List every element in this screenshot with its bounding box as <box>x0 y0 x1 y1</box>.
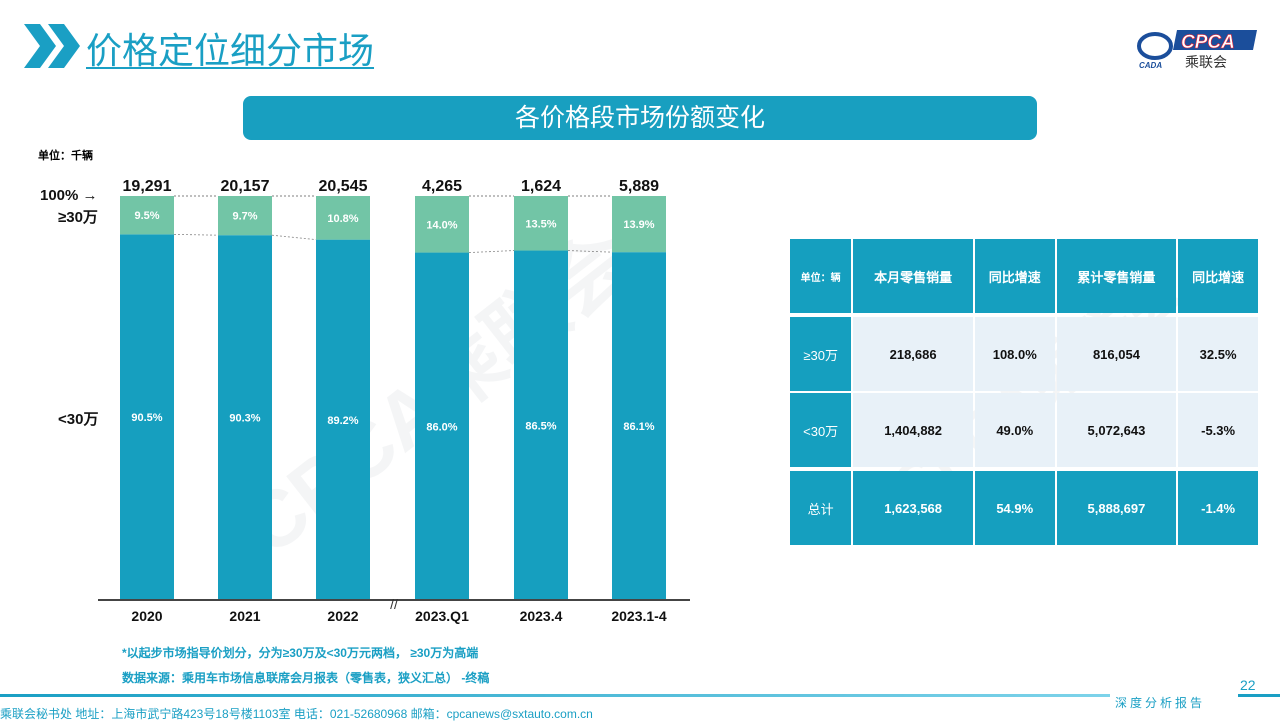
bar-segment-above-30w <box>415 196 469 253</box>
table-cell: 1,623,568 <box>853 471 973 545</box>
table-cell: 54.9% <box>974 471 1055 545</box>
connector-line <box>173 233 219 236</box>
table-header-cell: 累计零售销量 <box>1056 239 1177 313</box>
table-header-cell: 本月零售销量 <box>853 239 973 313</box>
bar-segment-above-30w <box>120 196 174 235</box>
table-cell: 5,072,643 <box>1056 393 1177 467</box>
section-banner: 各价格段市场份额变化 <box>243 96 1037 140</box>
table-cell: 49.0% <box>974 393 1055 467</box>
row-label: 总计 <box>790 471 852 545</box>
data-label: 13.5% <box>525 218 556 230</box>
data-label: 9.7% <box>232 211 257 223</box>
data-label: 10.8% <box>327 213 358 225</box>
data-label: 9.5% <box>134 210 159 222</box>
data-label: 86.0% <box>426 421 457 433</box>
page-title: 价格定位细分市场 <box>86 31 375 72</box>
bar-segment-below-30w <box>612 252 666 600</box>
data-label: 89.2% <box>327 415 358 427</box>
page-number: 22 <box>1240 677 1256 693</box>
table-header-cell: 同比增速 <box>1178 239 1258 313</box>
unit-label: 单位：千辆 <box>38 150 93 162</box>
x-tick-label: 2020 <box>131 608 162 624</box>
total-label: 1,624 <box>521 178 561 195</box>
svg-text:CPCA: CPCA <box>1181 32 1235 53</box>
table-header-cell: 单位：辆 <box>790 239 852 313</box>
connector-line <box>567 250 613 253</box>
footnote: *以起步市场指导价划分，分为≥30万及<30万元两档， ≥30万为高端 <box>122 646 479 660</box>
total-label: 20,545 <box>319 178 368 195</box>
svg-text:CADA: CADA <box>1139 61 1162 70</box>
bar-segment-below-30w <box>415 252 469 600</box>
table-cell: 32.5% <box>1178 317 1258 391</box>
data-label: 90.5% <box>131 412 162 424</box>
footer-divider <box>1238 694 1280 697</box>
bar-segment-below-30w <box>514 250 568 601</box>
axis-break: // <box>390 596 398 612</box>
footer-address: 乘联会秘书处 地址：上海市武宁路423号18号楼1103室 电话：021-526… <box>0 707 593 721</box>
table-header-row: 单位：辆 本月零售销量 同比增速 累计零售销量 同比增速 <box>790 239 1258 313</box>
report-tag: 深度分析报告 <box>1115 696 1206 710</box>
table-row: ≥30万 218,686 108.0% 816,054 32.5% <box>790 317 1258 391</box>
data-label: 86.1% <box>623 421 654 433</box>
x-tick-label: 2023.Q1 <box>415 608 469 624</box>
bar-segment-above-30w <box>612 196 666 253</box>
x-tick-label: 2021 <box>229 608 260 624</box>
table-cell: 1,404,882 <box>853 393 973 467</box>
label-100pct: 100% → <box>40 187 98 204</box>
bar-segment-below-30w <box>316 239 370 600</box>
total-label: 4,265 <box>422 178 462 195</box>
table-header-cell: 同比增速 <box>974 239 1055 313</box>
row-label: <30万 <box>790 393 852 467</box>
stacked-bar-chart: 90.5% 9.5% 19,291 2020 90.3% 9.7% 20,157 2021 89… <box>98 178 690 624</box>
data-label: 13.9% <box>623 219 654 231</box>
bar-segment-below-30w <box>120 234 174 600</box>
total-label: 20,157 <box>221 178 270 195</box>
cpca-logo: CADA CPCA 乘联会 <box>1135 24 1260 70</box>
bar-segment-above-30w <box>514 196 568 251</box>
x-tick-label: 2022 <box>327 608 358 624</box>
total-label: 5,889 <box>619 178 659 195</box>
connector-line <box>468 250 515 253</box>
bar-segment-below-30w <box>218 235 272 601</box>
row-label: ≥30万 <box>790 317 852 391</box>
chevron-double-icon <box>24 24 80 68</box>
label-lower-segment: <30万 <box>58 411 99 428</box>
table-cell: 816,054 <box>1056 317 1177 391</box>
table-row: <30万 1,404,882 49.0% 5,072,643 -5.3% <box>790 393 1258 467</box>
total-label: 19,291 <box>123 178 172 195</box>
sales-table: 单位：辆 本月零售销量 同比增速 累计零售销量 同比增速 ≥30万 218,68… <box>788 237 1260 547</box>
bar-segment-above-30w <box>316 196 370 240</box>
data-label: 86.5% <box>525 420 556 432</box>
data-source: 数据来源：乘用车市场信息联席会月报表（零售表，狭义汇总） -终稿 <box>122 671 490 685</box>
data-label: 14.0% <box>426 219 457 231</box>
data-label: 90.3% <box>229 413 260 425</box>
table-total-row: 总计 1,623,568 54.9% 5,888,697 -1.4% <box>790 471 1258 545</box>
table-cell: 5,888,697 <box>1056 471 1177 545</box>
connector-line <box>271 234 317 241</box>
footer-divider <box>0 694 1110 697</box>
table-cell: 108.0% <box>974 317 1055 391</box>
x-tick-label: 2023.1-4 <box>611 608 666 624</box>
label-upper-segment: ≥30万 <box>58 209 98 226</box>
svg-text:乘联会: 乘联会 <box>1185 54 1227 70</box>
table-cell: 218,686 <box>853 317 973 391</box>
table-cell: -5.3% <box>1178 393 1258 467</box>
x-tick-label: 2023.4 <box>520 608 563 624</box>
table-cell: -1.4% <box>1178 471 1258 545</box>
bar-segment-above-30w <box>218 196 272 236</box>
